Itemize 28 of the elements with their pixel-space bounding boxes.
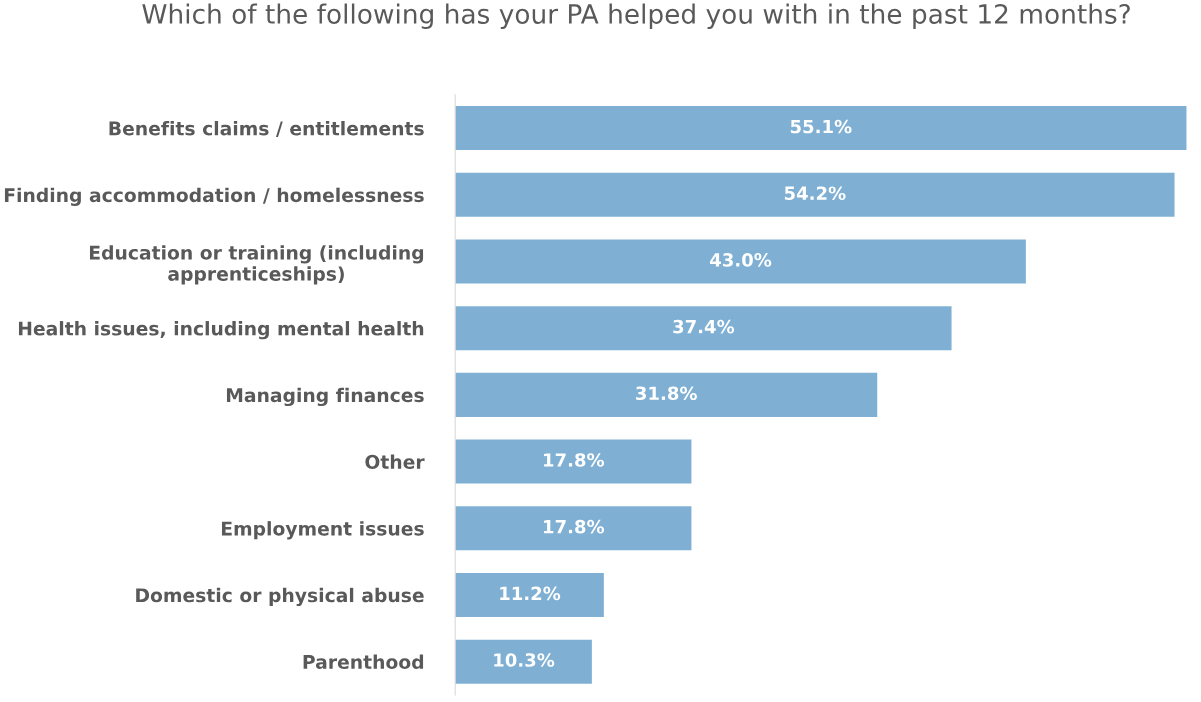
y-tick-label: Benefits claims / entitlements [109,120,424,137]
data-label: 54.2% [784,186,846,201]
y-tick-label: Education or training (including apprenticeships) [89,245,424,285]
y-tick-label: Domestic or physical abuse [136,587,424,607]
data-label: 37.4% [673,319,735,334]
y-tick-label: Parenthood [303,654,424,670]
bar [455,306,952,351]
bar [455,172,1175,217]
bar [455,106,1187,151]
bar [455,506,692,551]
bar [455,239,1026,284]
bar [455,372,878,417]
bar [455,439,692,484]
data-label: 55.1% [790,119,852,134]
data-label: 31.8% [636,386,697,401]
data-label: 17.8% [544,519,605,534]
data-label: 43.0% [710,253,772,267]
y-tick-label: Health issues, including mental health [18,321,424,340]
data-label: 11.2% [500,586,561,601]
y-tick-label: Other [365,454,425,469]
y-tick-label: Finding accommodation / homelessness [4,187,424,206]
data-label: 17.8% [544,453,605,467]
y-tick-label: Managing finances [226,387,424,407]
bar [455,572,604,617]
data-label: 10.3% [494,653,555,667]
chart-title: Which of the following has your PA helped you with in the past 12 months? [142,3,1130,30]
bar [455,639,592,684]
y-tick-label: Employment issues [221,521,424,540]
